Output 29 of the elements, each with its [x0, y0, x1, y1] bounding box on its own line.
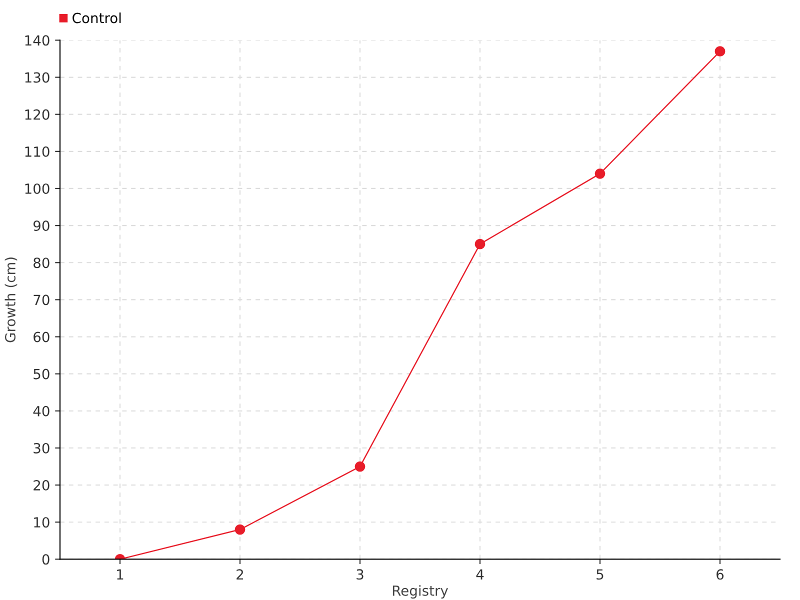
x-axis-title: Registry — [392, 585, 448, 599]
point — [594, 168, 606, 179]
y-tick-label: 60 — [34, 332, 50, 342]
point — [474, 238, 486, 250]
y-tick-label: 80 — [34, 258, 50, 268]
x-tick-label: 5 — [596, 569, 604, 580]
y-tick-label: 90 — [33, 220, 50, 232]
point — [234, 524, 246, 535]
y-tick-label: 100 — [25, 183, 50, 194]
y-tick-label: 40 — [33, 406, 50, 416]
y-tick-label: 110 — [25, 146, 50, 157]
x-tick-label: 4 — [476, 569, 484, 580]
y-tick-label: 140 — [25, 35, 50, 46]
x-tick-label: 1 — [117, 569, 124, 580]
point — [714, 46, 726, 57]
y-tick-label: 30 — [34, 442, 50, 454]
y-tick-label: 20 — [34, 480, 50, 491]
x-tick-label: 3 — [356, 569, 364, 580]
legend-label: Control — [72, 12, 121, 24]
x-tick-label: 2 — [236, 569, 244, 580]
x-tick-label: 6 — [716, 569, 724, 580]
point — [354, 461, 366, 472]
y-tick-label: 50 — [34, 368, 50, 380]
y-tick-label: 70 — [34, 294, 50, 306]
y-tick-label: 130 — [25, 72, 50, 83]
y-tick-label: 120 — [25, 109, 50, 120]
y-tick-label: 0 — [42, 554, 50, 565]
y-axis-title: Growth (cm) — [4, 258, 18, 342]
y-tick-label: 10 — [34, 517, 50, 528]
